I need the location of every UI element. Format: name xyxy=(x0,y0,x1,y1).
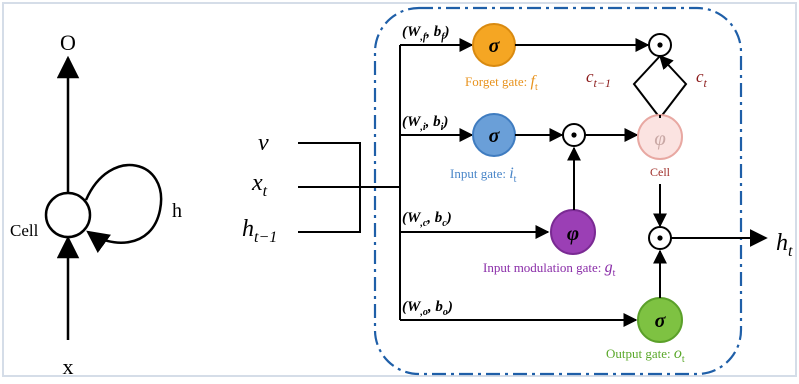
cell-state-loop-right xyxy=(659,54,688,119)
input-labels: v xt ht−1 xyxy=(242,130,277,246)
mod-phi-icon: φ xyxy=(567,221,579,245)
input-lines xyxy=(298,142,400,233)
weight-labels: (W,f, bf) (W,i, bi) (W,c, bc) (W,o, bo) xyxy=(402,24,453,318)
output-h-label: ht xyxy=(776,230,793,260)
output-label: O xyxy=(60,30,76,55)
output-sigma-icon: σ xyxy=(655,310,667,332)
input-label: x xyxy=(63,354,74,379)
cell-label: Cell xyxy=(10,221,39,240)
input-x-label: xt xyxy=(251,170,268,200)
input-gate-label: Input gate: it xyxy=(450,165,517,185)
forget-gate: σ Forget gate: ft xyxy=(465,23,538,93)
gate-feed-lines xyxy=(400,38,638,327)
input-hprev-label: ht−1 xyxy=(242,216,277,246)
cell-prev-label: ct−1 xyxy=(586,67,611,90)
output-gate-label: Output gate: ot xyxy=(606,345,685,365)
input-modulation-gate: φ Input modulation gate: gt xyxy=(483,209,616,279)
cell-state-loop-left xyxy=(632,55,661,119)
figure-frame xyxy=(2,2,797,377)
cell-phi-icon: φ xyxy=(654,126,666,150)
forget-gate-label: Forget gate: ft xyxy=(465,73,538,93)
mod-gate-label: Input modulation gate: gt xyxy=(483,259,616,279)
cell-activation: φ Cell xyxy=(637,114,683,179)
weight-output-label: (W,o, bo) xyxy=(402,299,453,318)
forget-multiply-dot xyxy=(657,42,663,48)
cell-curr-label: ct xyxy=(696,67,708,90)
rnn-unrolled-diagram: O x Cell h xyxy=(10,30,182,379)
weight-forget-label: (W,f, bf) xyxy=(402,24,450,43)
weight-cand-label: (W,c, bc) xyxy=(402,210,452,229)
output-multiply-dot xyxy=(657,235,663,241)
cell-node xyxy=(44,191,92,239)
input-sigma-icon: σ xyxy=(489,125,501,147)
input-multiply-dot xyxy=(571,132,577,138)
recurrent-loop xyxy=(84,163,163,254)
weight-input-label: (W,i, bi) xyxy=(402,114,448,133)
lstm-cell-boundary xyxy=(373,6,743,376)
input-gate: σ Input gate: it xyxy=(450,113,517,185)
recurrence-label: h xyxy=(172,200,182,222)
cell-node-label: Cell xyxy=(650,165,671,179)
output-gate: σ Output gate: ot xyxy=(606,297,685,365)
forget-sigma-icon: σ xyxy=(489,35,501,57)
input-v-label: v xyxy=(258,130,269,156)
